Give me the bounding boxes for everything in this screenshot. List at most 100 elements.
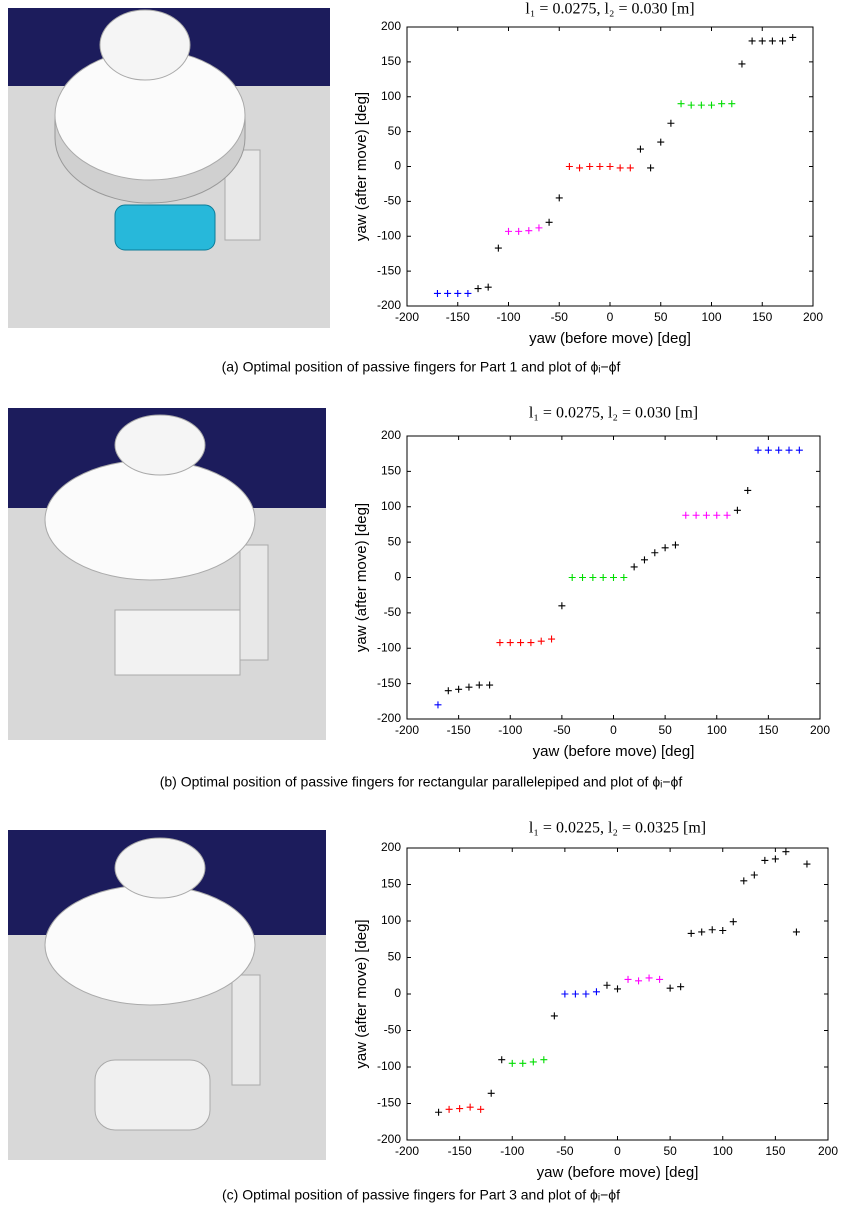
point — [646, 974, 653, 981]
plot: l₁ = 0.0275, l₂ = 0.030 [m]yaw (before m… — [353, 1, 823, 347]
point — [749, 37, 756, 44]
point — [593, 988, 600, 995]
x-tick-label: -50 — [551, 310, 569, 324]
point — [796, 447, 803, 454]
point — [485, 284, 492, 291]
point — [546, 219, 553, 226]
point — [769, 37, 776, 44]
y-tick-label: 50 — [388, 124, 402, 138]
x-tick-label: 50 — [663, 1144, 677, 1158]
point — [455, 686, 462, 693]
y-tick-label: 50 — [388, 950, 402, 964]
point — [538, 638, 545, 645]
plot: l₁ = 0.0225, l₂ = 0.0325 [m]yaw (before … — [353, 820, 838, 1181]
x-tick-label: 150 — [758, 723, 778, 737]
y-axis-label: yaw (after move) [deg] — [353, 92, 370, 241]
point — [738, 60, 745, 67]
point — [600, 574, 607, 581]
point — [515, 228, 522, 235]
point — [498, 1056, 505, 1063]
point — [728, 100, 735, 107]
point — [475, 285, 482, 292]
point — [657, 139, 664, 146]
x-tick-label: -50 — [553, 723, 571, 737]
point — [775, 447, 782, 454]
x-tick-label: 50 — [654, 310, 668, 324]
point — [786, 447, 793, 454]
point — [488, 1090, 495, 1097]
y-tick-label: 150 — [381, 54, 401, 68]
point — [446, 1106, 453, 1113]
point — [761, 857, 768, 864]
point — [693, 512, 700, 519]
y-tick-label: 200 — [381, 840, 401, 854]
x-tick-label: 100 — [701, 310, 721, 324]
x-tick-label: 0 — [614, 1144, 621, 1158]
point — [647, 164, 654, 171]
point — [662, 544, 669, 551]
point — [698, 102, 705, 109]
y-axis-label: yaw (after move) [deg] — [353, 919, 370, 1068]
x-axis-label: yaw (before move) [deg] — [529, 330, 691, 347]
x-tick-label: 100 — [707, 723, 727, 737]
point — [561, 991, 568, 998]
y-tick-label: -100 — [377, 1059, 401, 1073]
point — [519, 1060, 526, 1067]
point — [635, 977, 642, 984]
y-tick-label: -50 — [384, 194, 402, 208]
point — [610, 574, 617, 581]
point — [456, 1105, 463, 1112]
y-tick-label: -150 — [377, 676, 401, 690]
point — [751, 872, 758, 879]
y-tick-label: -150 — [377, 263, 401, 277]
x-tick-label: 200 — [818, 1144, 838, 1158]
point — [454, 290, 461, 297]
y-tick-label: -100 — [377, 640, 401, 654]
point — [517, 639, 524, 646]
point — [558, 602, 565, 609]
y-tick-label: -200 — [377, 711, 401, 725]
point — [759, 37, 766, 44]
point — [651, 549, 658, 556]
point — [495, 245, 502, 252]
point — [637, 146, 644, 153]
point — [765, 447, 772, 454]
point — [476, 682, 483, 689]
x-tick-label: -200 — [395, 723, 419, 737]
y-tick-label: -50 — [384, 1023, 402, 1037]
point — [464, 290, 471, 297]
point — [688, 102, 695, 109]
point — [603, 982, 610, 989]
y-tick-label: 100 — [381, 89, 401, 103]
point — [734, 507, 741, 514]
point — [620, 574, 627, 581]
point — [569, 574, 576, 581]
y-tick-label: -150 — [377, 1096, 401, 1110]
y-tick-label: 0 — [394, 159, 401, 173]
point — [772, 855, 779, 862]
point — [789, 34, 796, 41]
point — [718, 100, 725, 107]
y-tick-label: -200 — [377, 298, 401, 312]
point — [540, 1056, 547, 1063]
point — [586, 163, 593, 170]
render-image — [8, 830, 326, 1160]
y-tick-label: 150 — [381, 464, 401, 478]
point — [667, 120, 674, 127]
plot-frame — [407, 848, 828, 1140]
point — [535, 224, 542, 231]
y-tick-label: -50 — [384, 605, 402, 619]
point — [625, 976, 632, 983]
point — [782, 848, 789, 855]
point — [548, 636, 555, 643]
point — [486, 682, 493, 689]
point — [703, 512, 710, 519]
chart-title: l₁ = 0.0225, l₂ = 0.0325 [m] — [529, 820, 706, 837]
point — [682, 512, 689, 519]
point — [465, 684, 472, 691]
caption: (c) Optimal position of passive fingers … — [222, 1187, 620, 1203]
y-tick-label: 150 — [381, 877, 401, 891]
x-tick-label: -150 — [446, 310, 470, 324]
x-tick-label: -50 — [556, 1144, 574, 1158]
point — [582, 991, 589, 998]
